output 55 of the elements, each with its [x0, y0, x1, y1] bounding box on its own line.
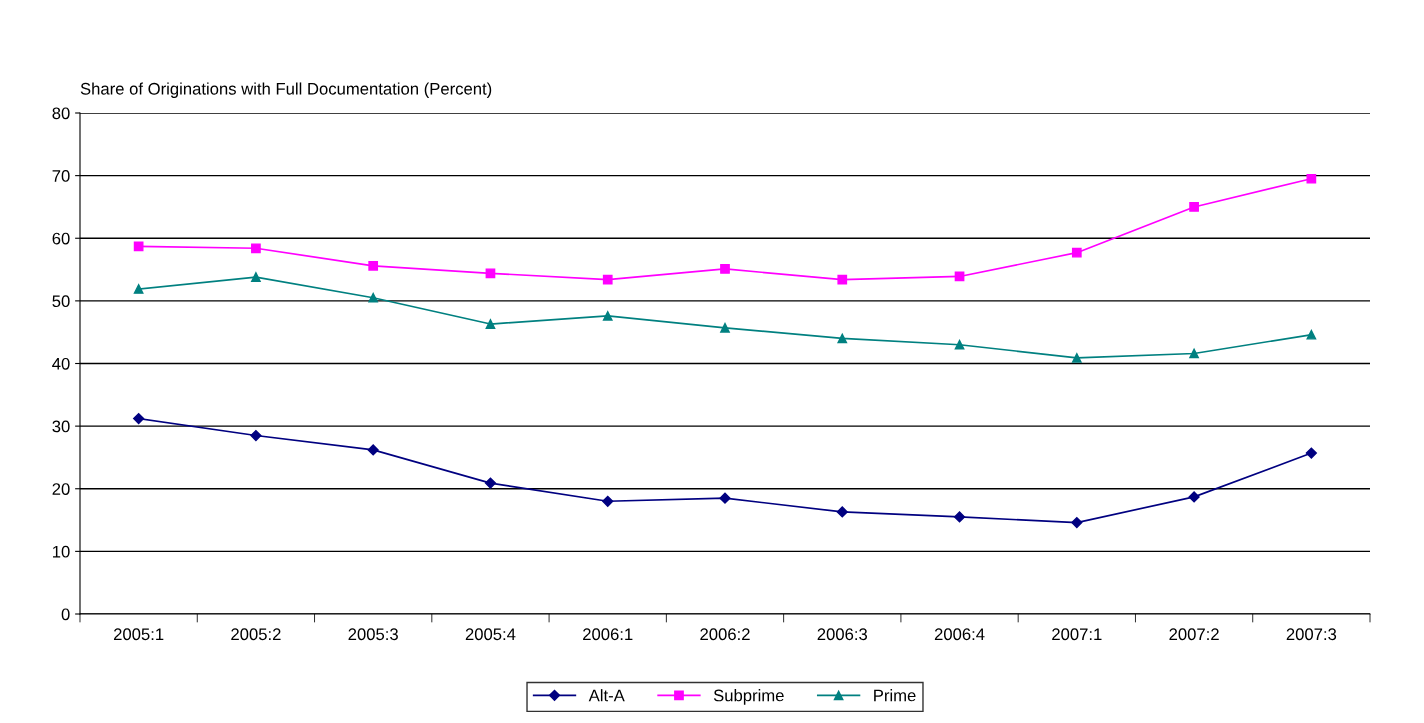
point [368, 260, 379, 271]
point [720, 322, 730, 333]
point [837, 274, 848, 285]
point [602, 495, 614, 507]
y-tick-label: 20 [52, 483, 70, 495]
x-tick-label: 2007:2 [1169, 628, 1219, 641]
legend-label: Subprime [713, 689, 784, 705]
x-tick-label: 2006:3 [817, 628, 868, 641]
x-tick-label: 2005:2 [231, 628, 281, 641]
y-tick-label: 60 [52, 232, 70, 245]
point [720, 264, 730, 274]
point [1071, 516, 1083, 529]
point [251, 243, 261, 254]
x-tick-label: 2007:1 [1052, 628, 1102, 641]
point [484, 477, 497, 489]
point [133, 413, 145, 425]
point [1306, 173, 1317, 184]
point [250, 429, 262, 442]
y-tick-label: 40 [52, 357, 70, 370]
y-tick-label: 70 [52, 170, 70, 182]
point [1189, 202, 1199, 212]
chart-title: Share of Originations with Full Documentation (Percent) [80, 82, 492, 98]
x-tick-label: 2006:1 [583, 628, 633, 641]
point [1189, 348, 1199, 359]
x-tick-label: 2005:1 [113, 628, 164, 641]
y-tick-label: 50 [52, 295, 70, 308]
point [954, 339, 965, 350]
point [1188, 491, 1200, 503]
point [367, 444, 379, 456]
x-tick-label: 2005:4 [465, 628, 516, 641]
point [368, 292, 379, 303]
y-tick-label: 0 [61, 608, 70, 621]
point [602, 274, 613, 285]
point [1071, 247, 1082, 258]
point [1071, 353, 1082, 363]
point [1306, 329, 1317, 340]
point [837, 333, 848, 344]
x-tick-label: 2005:3 [348, 628, 398, 641]
y-tick-label: 30 [52, 420, 70, 433]
point [836, 506, 848, 518]
x-tick-label: 2006:4 [934, 628, 985, 641]
point [485, 268, 496, 279]
y-tick-label: 10 [53, 545, 70, 558]
point [602, 311, 613, 321]
point [133, 284, 144, 294]
point [953, 511, 966, 523]
legend-label: Alt-A [588, 689, 625, 702]
point [485, 319, 496, 329]
x-tick-label: 2006:2 [700, 628, 750, 641]
point [1305, 447, 1317, 459]
point [251, 272, 261, 282]
x-tick-label: 2007:3 [1286, 628, 1337, 641]
point [719, 492, 731, 504]
y-tick-label: 80 [52, 107, 70, 120]
legend-label: Prime [874, 689, 916, 702]
